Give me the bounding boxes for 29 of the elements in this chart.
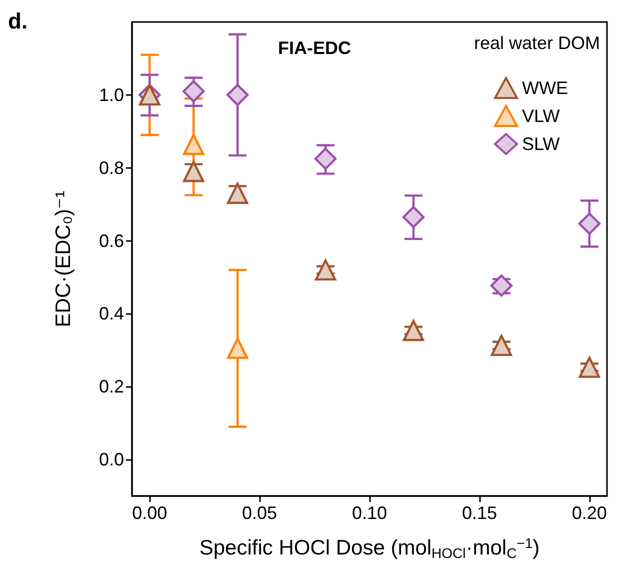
text: FIA-EDC <box>278 38 351 58</box>
point <box>182 134 204 156</box>
point <box>490 334 512 356</box>
x-tick-label: 0.15 <box>462 503 497 523</box>
legend-label: WWE <box>522 78 568 98</box>
x-tick-label: 0.10 <box>352 503 388 523</box>
point <box>226 84 249 106</box>
text: d. <box>8 8 28 34</box>
x-tick-label: 0.20 <box>572 503 607 523</box>
point <box>578 212 601 235</box>
legend-label: SLW <box>522 134 560 154</box>
point <box>314 259 336 281</box>
y-tick-label: 0.2 <box>98 376 124 397</box>
y-tick-label: 0.0 <box>98 450 124 470</box>
legend-title: real water DOM <box>474 33 600 53</box>
y-tick-label: 0.6 <box>98 230 124 251</box>
legend-label: VLW <box>522 106 560 126</box>
point <box>578 356 600 378</box>
y-tick-label: 0.8 <box>98 158 124 178</box>
point <box>226 338 248 359</box>
point <box>402 206 425 228</box>
y-tick-label: 0.4 <box>98 304 124 324</box>
point <box>402 320 424 342</box>
y-tick-label: 1.0 <box>98 84 124 105</box>
point <box>314 148 337 170</box>
point <box>182 80 205 102</box>
x-tick-label: 0.05 <box>242 503 278 523</box>
y-axis-title: EDC·(EDC₀)⁻¹ <box>52 190 75 328</box>
x-tick-label: 0.00 <box>132 503 168 523</box>
